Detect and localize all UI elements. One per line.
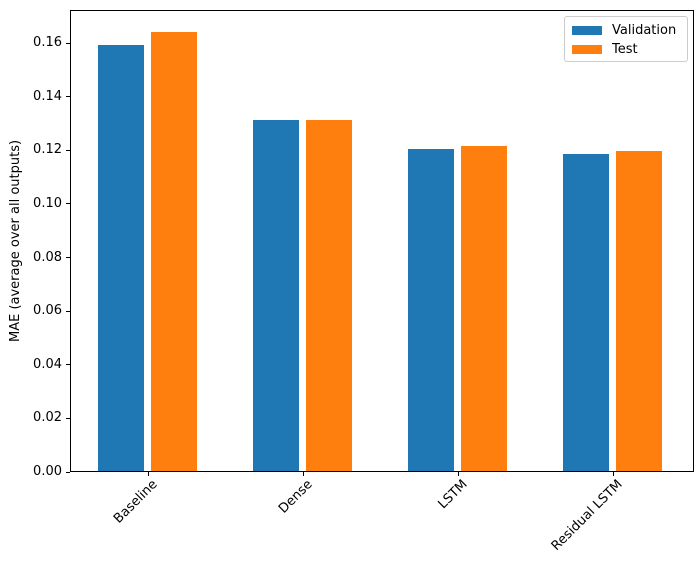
y-tick-mark <box>66 42 70 44</box>
plot-area <box>70 10 694 472</box>
y-tick-label-0.06: 0.06 <box>33 303 62 319</box>
y-tick-label-0.14: 0.14 <box>33 88 62 104</box>
bar-test-dense <box>306 119 352 472</box>
y-tick-mark <box>66 364 70 366</box>
legend-swatch-test <box>572 45 602 54</box>
y-tick-label-0.16: 0.16 <box>33 35 62 50</box>
legend-swatch-validation <box>572 26 602 35</box>
bar-validation-baseline <box>98 45 144 472</box>
y-tick-mark <box>66 417 70 419</box>
legend: Validation Test <box>564 16 688 62</box>
bar-test-lstm <box>461 145 507 472</box>
y-tick-mark <box>66 310 70 312</box>
x-tick-mark <box>302 472 304 476</box>
x-tick-label-dense: Dense <box>275 477 316 517</box>
bar-test-baseline <box>151 32 197 472</box>
bar-test-residual-lstm <box>616 151 662 472</box>
x-tick-label-residual-lstm: Residual LSTM <box>548 477 626 554</box>
x-tick-mark <box>612 472 614 476</box>
y-tick-label-0.02: 0.02 <box>33 410 62 426</box>
y-tick-mark <box>66 471 70 473</box>
y-tick-mark <box>66 257 70 258</box>
x-tick-label-baseline: Baseline <box>110 477 161 527</box>
y-tick-label-0.00: 0.00 <box>33 464 62 479</box>
y-tick-label-0.10: 0.10 <box>33 195 62 211</box>
bar-validation-residual-lstm <box>563 154 609 472</box>
y-tick-label-0.08: 0.08 <box>33 249 62 265</box>
bar-validation-lstm <box>408 149 454 472</box>
y-tick-label-0.12: 0.12 <box>33 142 62 158</box>
bar-validation-dense <box>253 119 299 472</box>
legend-label-validation: Validation <box>612 23 677 38</box>
y-tick-mark <box>66 203 70 205</box>
x-tick-label-lstm: LSTM <box>434 477 471 513</box>
y-tick-mark <box>66 96 70 98</box>
legend-entry-test: Test <box>572 40 687 59</box>
legend-label-test: Test <box>612 42 638 57</box>
y-tick-mark <box>66 149 70 151</box>
legend-entry-validation: Validation <box>572 21 687 40</box>
y-axis-label: MAE (average over all outputs) <box>8 139 23 343</box>
x-tick-mark <box>147 472 149 476</box>
y-tick-label-0.04: 0.04 <box>33 356 62 372</box>
x-tick-mark <box>457 472 459 476</box>
